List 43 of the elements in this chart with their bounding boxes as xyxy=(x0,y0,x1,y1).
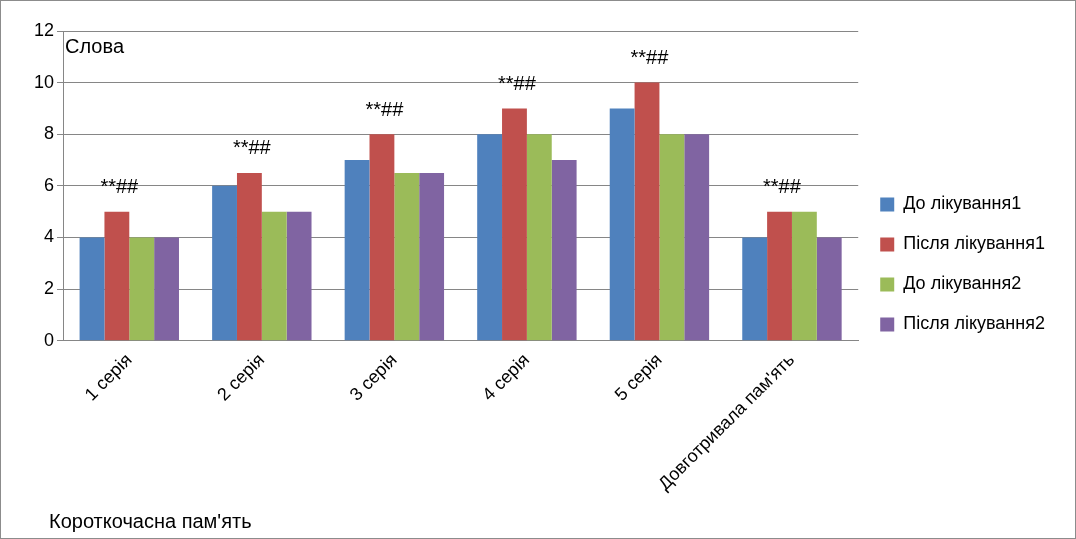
y-tick-label: 4 xyxy=(44,226,55,247)
legend-label: До лікування2 xyxy=(903,273,1022,294)
annotation: **## xyxy=(630,46,670,69)
bar xyxy=(129,237,155,341)
bar xyxy=(526,134,552,341)
legend-label: Після лікування2 xyxy=(903,313,1045,334)
bar xyxy=(419,172,445,341)
bar xyxy=(609,108,635,341)
bar xyxy=(394,172,420,341)
bar xyxy=(212,185,237,341)
bar xyxy=(104,211,130,341)
bar xyxy=(261,211,287,341)
legend-label: До лікування1 xyxy=(903,193,1022,214)
bar xyxy=(791,211,817,341)
bar xyxy=(154,237,179,341)
y-tick-label: 6 xyxy=(44,174,55,195)
bar xyxy=(767,211,792,341)
bar xyxy=(502,108,527,341)
annotation: **## xyxy=(232,136,272,159)
bar xyxy=(369,134,395,341)
bar xyxy=(344,160,370,341)
y-tick-label: 8 xyxy=(44,123,55,144)
bar xyxy=(816,237,842,341)
bar xyxy=(742,237,768,341)
legend-label: Після лікування1 xyxy=(903,233,1045,254)
x-axis-title: Короткочасна пам'ять xyxy=(49,509,252,532)
y-tick-label: 0 xyxy=(44,329,55,350)
annotation: **## xyxy=(497,71,537,94)
y-tick-label: 12 xyxy=(33,19,55,40)
bar xyxy=(286,211,312,341)
annotation: **## xyxy=(100,175,140,198)
bar xyxy=(684,134,710,341)
bar xyxy=(659,134,685,341)
bar xyxy=(634,82,660,341)
bar xyxy=(236,172,262,341)
y-axis-title: Слова xyxy=(65,34,125,57)
bar xyxy=(79,237,105,341)
annotation: **## xyxy=(763,175,802,198)
bar xyxy=(551,160,577,341)
y-tick-label: 2 xyxy=(44,278,55,299)
bar xyxy=(477,134,503,341)
annotation: **## xyxy=(365,97,405,120)
y-tick-label: 10 xyxy=(33,71,55,92)
